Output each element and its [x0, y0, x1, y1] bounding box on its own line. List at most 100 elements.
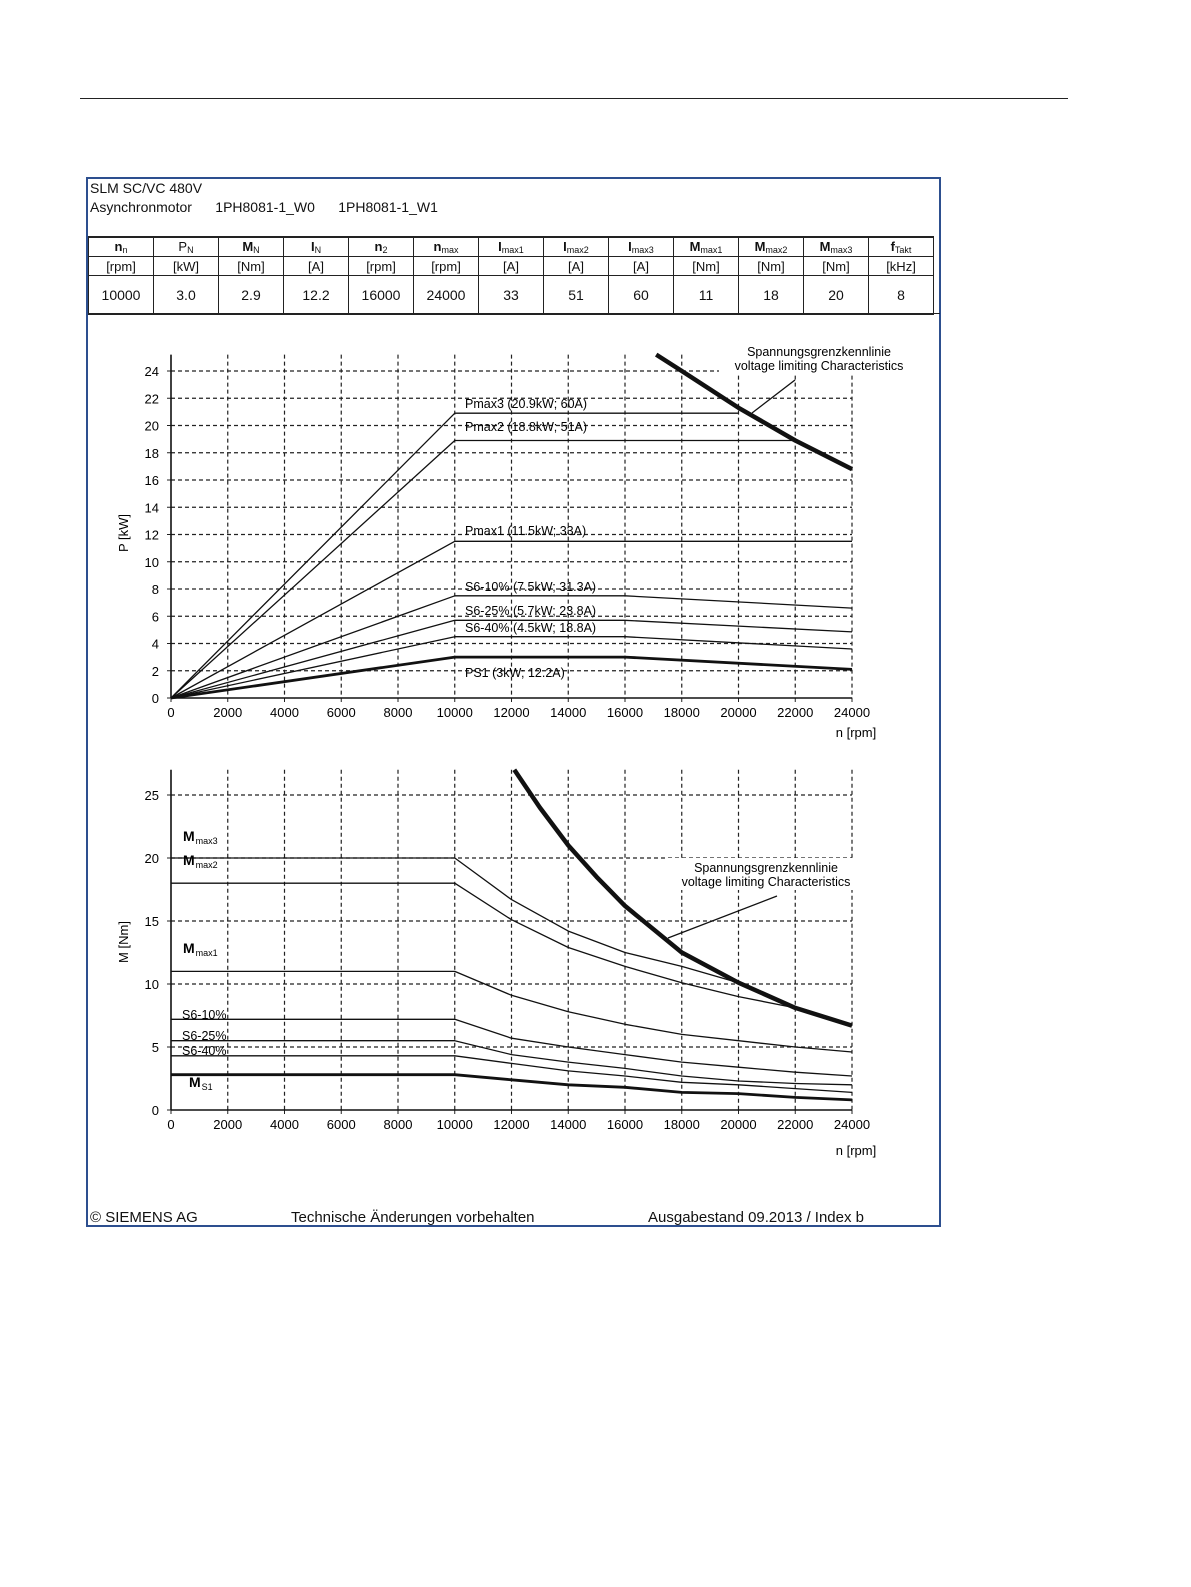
x-tick-label: 20000 — [720, 1117, 756, 1132]
x-tick-label: 0 — [167, 1117, 174, 1132]
spec-value-cell: 12.2 — [283, 275, 349, 315]
x-tick-label: 14000 — [550, 705, 586, 720]
annotation-line-1: Spannungsgrenzkennlinie — [694, 861, 838, 875]
y-tick-label: 0 — [152, 691, 159, 706]
y-tick-label: 15 — [145, 914, 159, 929]
x-tick-label: 2000 — [213, 705, 242, 720]
motor-type-line: Asynchronmotor 1PH8081-1_W0 1PH8081-1_W1 — [90, 198, 438, 217]
y-tick-label: 20 — [145, 851, 159, 866]
spec-subscript: N — [314, 245, 322, 255]
y-tick-label: 5 — [152, 1040, 159, 1055]
spec-symbol: M — [242, 239, 254, 254]
spec-subscript: max3 — [631, 245, 654, 255]
spec-value-cell: 16000 — [348, 275, 414, 315]
series-line — [170, 619, 853, 699]
spec-symbol: n — [374, 239, 383, 254]
x-tick-label: 12000 — [493, 705, 529, 720]
series-label: S6-40% (4.5kW; 18.8A) — [465, 621, 596, 635]
spec-symbol: f — [890, 239, 895, 254]
y-tick-label: 18 — [145, 446, 159, 461]
series-label-symbol: M — [189, 1074, 201, 1090]
annotation-leader-line — [667, 895, 778, 939]
y-tick-label: 22 — [145, 391, 159, 406]
y-tick-label: 6 — [152, 609, 159, 624]
x-tick-label: 24000 — [834, 705, 870, 720]
x-tick-label: 24000 — [834, 1117, 870, 1132]
y-tick-label: 4 — [152, 637, 159, 652]
y-tick-label: 20 — [145, 419, 159, 434]
y-tick-label: 14 — [145, 500, 159, 515]
series-line — [170, 655, 853, 700]
y-tick-label: 24 — [145, 364, 159, 379]
series-line — [171, 882, 796, 1009]
x-tick-label: 10000 — [437, 1117, 473, 1132]
y-tick-label: 2 — [152, 664, 159, 679]
annotation-line-1: Spannungsgrenzkennlinie — [747, 345, 891, 359]
spec-value-row: 10000 3.0 2.9 12.2 16000 24000 33 51 60 11 18 20 8 — [88, 275, 934, 315]
series-label: S6-10% — [182, 1008, 226, 1022]
spec-table: nn PN MN IN n2 nmax Imax1 Imax2 Imax3 Mmax1 Mmax2 M… — [88, 236, 934, 315]
x-tick-label: 20000 — [720, 705, 756, 720]
x-tick-label: 2000 — [213, 1117, 242, 1132]
datasheet-title: SLM SC/VC 480V Asynchronmotor 1PH8081-1_… — [90, 179, 438, 217]
spec-symbol: n — [433, 239, 442, 254]
spec-subscript: N — [253, 245, 260, 255]
spec-value-cell: 18 — [738, 275, 804, 315]
series-label-symbol: M — [183, 940, 195, 956]
y-tick-label: 0 — [152, 1103, 159, 1118]
spec-unit-cell: [rpm] — [88, 256, 154, 276]
x-axis-label: n [rpm] — [836, 1143, 876, 1158]
series-label: Pmax2 (18.8kW; 51A) — [465, 420, 587, 434]
annotation-line-2: voltage limiting Characteristics — [682, 875, 851, 889]
series-line — [171, 1018, 853, 1077]
spec-subscript: n — [122, 245, 128, 255]
spec-subscript: max3 — [830, 245, 853, 255]
y-tick-label: 8 — [152, 582, 159, 597]
series-label: Mmax1 — [183, 940, 218, 958]
series-label: Mmax3 — [183, 828, 218, 846]
spec-subscript: max2 — [566, 245, 589, 255]
series-label: Pmax3 (20.9kW; 60A) — [465, 397, 587, 411]
spec-symbol: P — [178, 239, 188, 254]
series-label: S6-10% (7.5kW; 31.3A) — [465, 580, 596, 594]
series-label-subscript: S1 — [202, 1082, 213, 1092]
x-axis-label: n [rpm] — [836, 725, 876, 740]
spec-unit-cell: [rpm] — [348, 256, 414, 276]
variant-w1: 1PH8081-1_W1 — [338, 199, 438, 215]
top-rule — [80, 98, 1068, 99]
spec-value-cell: 8 — [868, 275, 934, 315]
motor-voltage-line: SLM SC/VC 480V — [90, 180, 203, 196]
spec-symbol: I — [498, 239, 502, 254]
spec-subscript: 2 — [382, 245, 388, 255]
series-line — [171, 970, 853, 1053]
spec-subscript: max2 — [765, 245, 788, 255]
spec-symbol: I — [628, 239, 632, 254]
footer-copyright: © SIEMENS AG — [90, 1209, 198, 1226]
spec-symbol: M — [754, 239, 766, 254]
series-line — [171, 1040, 853, 1086]
y-tick-label: 16 — [145, 473, 159, 488]
motor-type-label: Asynchronmotor — [90, 199, 192, 215]
spec-header-cell: Imax3 — [608, 236, 674, 257]
x-tick-label: 8000 — [384, 1117, 413, 1132]
annotation-line-2: voltage limiting Characteristics — [735, 359, 904, 373]
spec-subscript: Takt — [894, 245, 912, 255]
y-axis-label: P [kW] — [116, 514, 131, 552]
voltage-limit-curve — [512, 768, 853, 1028]
series-label: PS1 (3kW; 12.2A) — [465, 666, 565, 680]
x-tick-label: 4000 — [270, 1117, 299, 1132]
x-tick-label: 4000 — [270, 705, 299, 720]
spec-symbol: M — [819, 239, 831, 254]
annotation-leader-line — [751, 379, 796, 414]
y-axis-label: M [Nm] — [116, 921, 131, 963]
spec-subscript: max1 — [501, 245, 524, 255]
series-label-subscript: max1 — [196, 948, 218, 958]
spec-value-cell: 20 — [803, 275, 869, 315]
series-line — [170, 439, 796, 699]
series-label: S6-25% — [182, 1029, 226, 1043]
x-tick-label: 8000 — [384, 705, 413, 720]
x-tick-label: 6000 — [327, 1117, 356, 1132]
footer-edition: Ausgabestand 09.2013 / Index b — [648, 1209, 865, 1226]
x-tick-label: 22000 — [777, 1117, 813, 1132]
